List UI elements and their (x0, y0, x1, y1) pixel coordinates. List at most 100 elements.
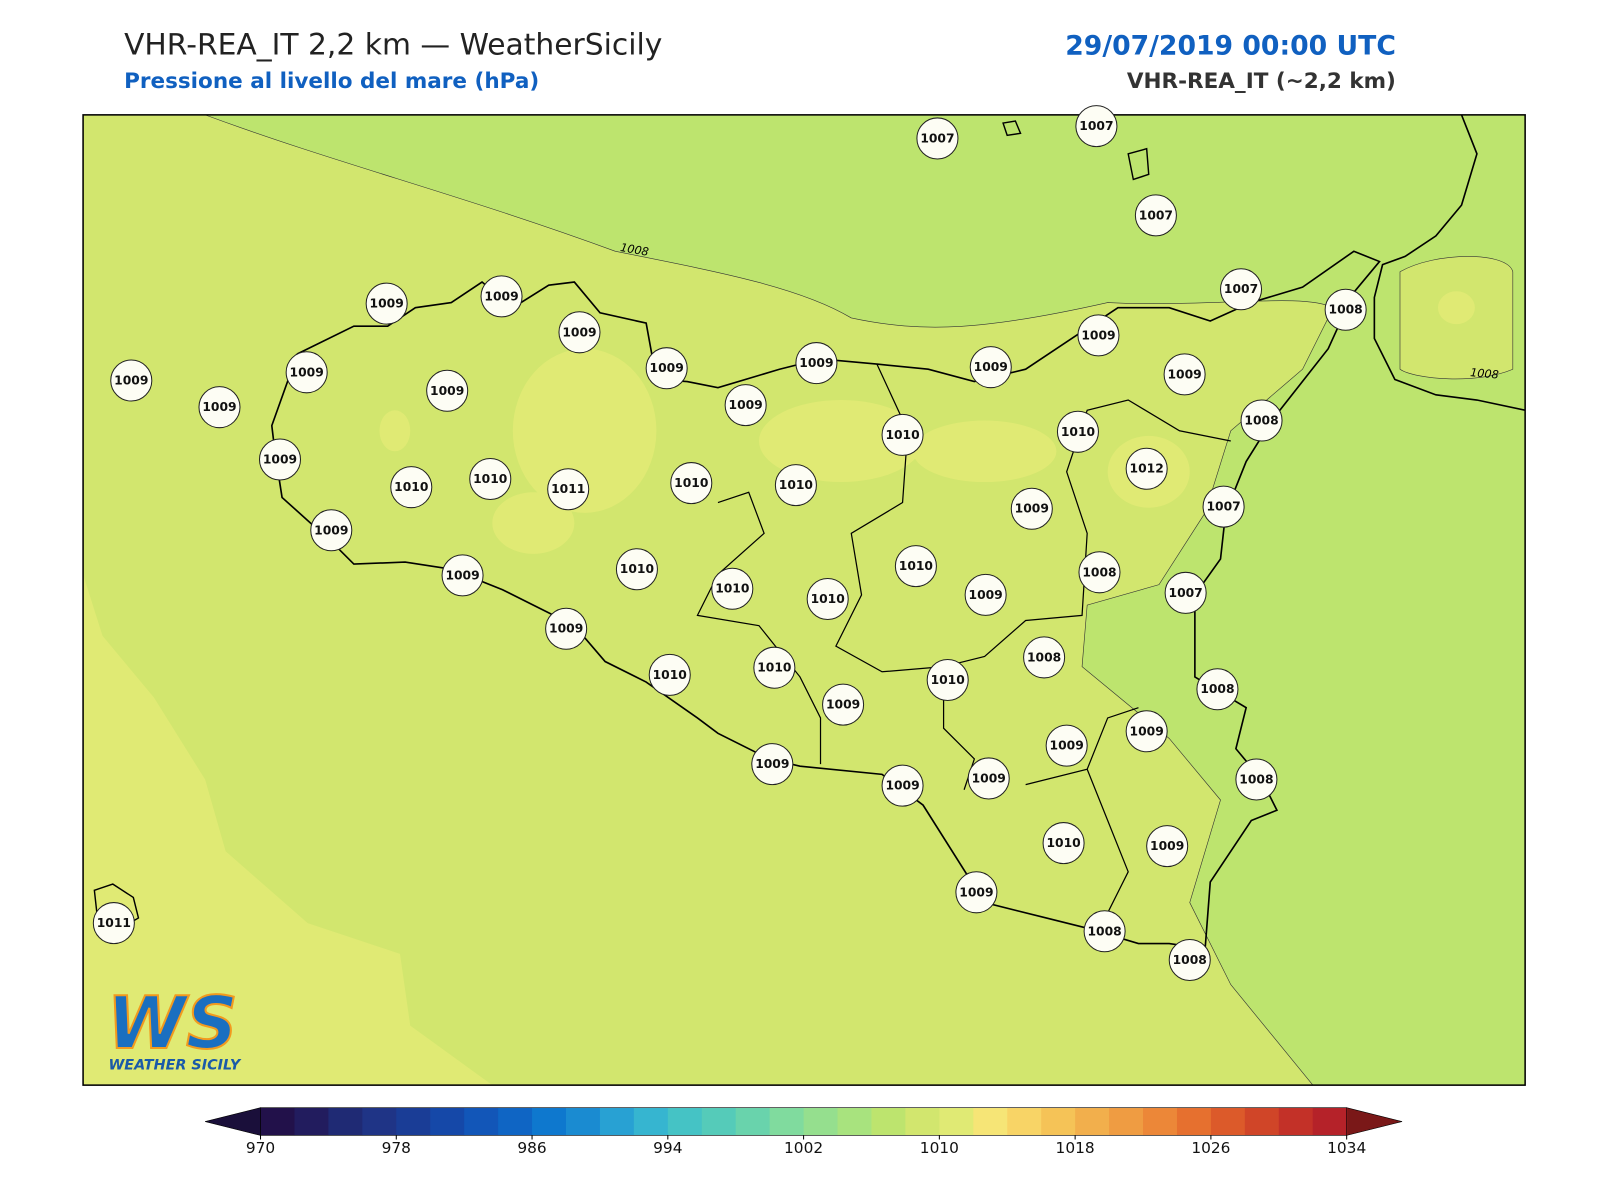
station-value: 1009 (430, 384, 464, 398)
station-value: 1008 (1200, 682, 1234, 696)
colorbar-bin (871, 1107, 906, 1136)
station-value: 1009 (1150, 839, 1184, 853)
colorbar-tick-label: 986 (517, 1139, 546, 1157)
colorbar-tick-label: 1034 (1327, 1139, 1366, 1157)
station-marker (1078, 551, 1121, 594)
station-value: 1010 (885, 428, 919, 442)
station-value: 1009 (314, 523, 348, 537)
colorbar-bin (837, 1107, 872, 1136)
station-value: 1009 (959, 885, 993, 899)
colorbar-bin (1210, 1107, 1246, 1136)
colorbar-bin (1244, 1107, 1280, 1136)
contour-label: 1008 (1470, 366, 1500, 381)
station-value: 1007 (1206, 500, 1240, 514)
station-marker (1202, 485, 1245, 528)
colorbar-bin (735, 1107, 771, 1136)
station-value: 1010 (931, 673, 965, 687)
station-marker (926, 658, 969, 702)
station-marker (390, 466, 433, 509)
station-marker (1164, 571, 1207, 614)
station-marker (310, 509, 353, 552)
colorbar-bin (1041, 1107, 1076, 1136)
colorbar-bin (1143, 1107, 1178, 1136)
station-value: 1008 (1082, 565, 1116, 579)
station-marker (724, 384, 767, 427)
station-value: 1009 (826, 698, 860, 712)
logo-mark: WS (107, 981, 238, 1065)
station-value: 1007 (1139, 208, 1173, 222)
station-marker (426, 369, 469, 412)
station-marker (1163, 353, 1206, 396)
station-marker (1125, 710, 1168, 753)
model: VHR-REA_IT (~2,2 km) (1127, 69, 1396, 94)
station-marker (1083, 910, 1126, 953)
station-marker (774, 464, 817, 507)
station-marker (751, 743, 794, 786)
station-value: 1009 (263, 452, 297, 466)
station-marker (645, 347, 688, 390)
map (83, 114, 1526, 1086)
station-marker (894, 545, 937, 588)
colorbar: 970 978 986 994 1002 1010 1018 1026 1034 (205, 1107, 1403, 1157)
field-high (83, 574, 493, 1086)
station-marker (648, 653, 691, 696)
colorbar-bin (939, 1107, 974, 1136)
station-marker (967, 757, 1010, 800)
station-marker (1042, 822, 1085, 865)
station-value: 1010 (899, 559, 933, 573)
colorbar-tick-label: 1026 (1191, 1139, 1230, 1157)
station-value: 1010 (1061, 425, 1095, 439)
field-high (1437, 291, 1475, 325)
station-marker (1134, 194, 1177, 237)
station-marker (1196, 668, 1239, 711)
station-value: 1009 (549, 622, 583, 636)
station-value: 1009 (1015, 502, 1049, 516)
station-marker (92, 902, 135, 945)
station-marker (1045, 724, 1088, 767)
station-marker (285, 351, 328, 394)
colorbar-bin (599, 1107, 635, 1136)
date: 29/07/2019 00:00 UTC (1065, 30, 1396, 61)
colorbar-tick-label: 1018 (1056, 1139, 1095, 1157)
station-marker (1010, 487, 1053, 530)
station-marker (753, 646, 796, 689)
station-marker (1075, 105, 1118, 148)
station-value: 1009 (484, 289, 518, 303)
station-marker (916, 117, 959, 160)
station-marker (881, 413, 924, 456)
station-value: 1009 (1167, 367, 1201, 381)
station-marker (1146, 825, 1189, 868)
station-marker (615, 548, 658, 591)
province-border (696, 363, 1231, 914)
station-marker (881, 764, 924, 807)
station-value: 1009 (799, 356, 833, 370)
station-value: 1012 (1130, 462, 1164, 476)
station-marker (558, 311, 601, 354)
station-value: 1011 (97, 916, 131, 930)
station-value: 1009 (729, 398, 763, 412)
colorbar-bin (803, 1107, 839, 1136)
colorbar-bin (362, 1107, 397, 1136)
station-value: 1009 (370, 297, 404, 311)
colorbar-bin (565, 1107, 601, 1136)
station-value: 1010 (1046, 836, 1080, 850)
station-value: 1009 (755, 757, 789, 771)
colorbar-bin (667, 1107, 703, 1136)
station-marker (822, 683, 865, 726)
colorbar-bin (1075, 1107, 1110, 1136)
colorbar-tick-label: 994 (653, 1139, 682, 1157)
station-marker (545, 607, 588, 650)
station-value: 1009 (202, 400, 236, 414)
station-value: 1009 (885, 779, 919, 793)
station-value: 1009 (562, 325, 596, 339)
station-value: 1010 (779, 478, 813, 492)
station-value: 1009 (974, 360, 1008, 374)
station-marker (806, 577, 849, 620)
colorbar-bin (498, 1107, 533, 1136)
station-value: 1008 (1329, 303, 1363, 317)
station-marker (795, 342, 838, 385)
station-value: 1009 (1050, 739, 1084, 753)
station-marker (1235, 758, 1278, 801)
station-value: 1008 (1027, 650, 1061, 664)
